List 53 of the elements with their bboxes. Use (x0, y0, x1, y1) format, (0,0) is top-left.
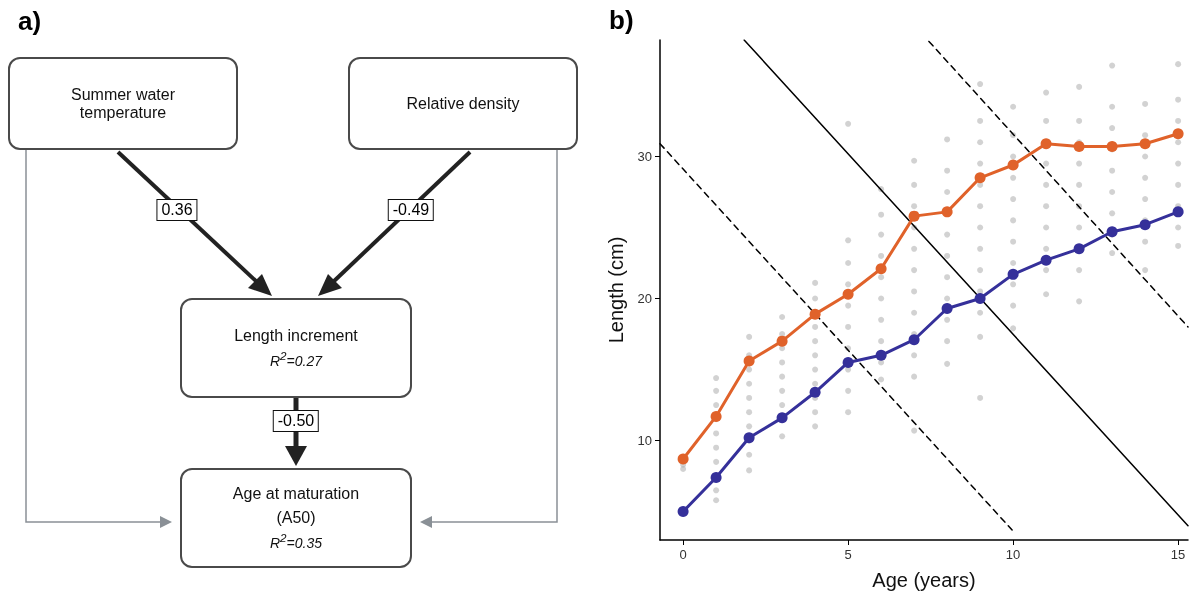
point (1172, 128, 1184, 140)
text: Relative density (406, 94, 520, 113)
point (743, 432, 755, 444)
text: -0.50 (272, 410, 320, 432)
text: a) (18, 6, 42, 37)
point (776, 335, 788, 347)
point (1172, 206, 1184, 218)
point (941, 302, 953, 314)
text: (A50) (276, 509, 316, 528)
point (1007, 268, 1019, 280)
point (974, 172, 986, 184)
point (1073, 243, 1085, 255)
x-tick-label: 10 (1005, 547, 1021, 562)
point (710, 472, 722, 483)
point (809, 386, 821, 398)
point (776, 412, 788, 424)
point (1139, 138, 1151, 150)
point (710, 410, 722, 422)
y-tick-label: 10 (637, 433, 652, 449)
point (908, 210, 920, 222)
text: -0.49 (387, 199, 435, 221)
point (908, 334, 920, 346)
point (974, 293, 986, 305)
point (875, 349, 887, 361)
point (875, 263, 887, 275)
y-tick-label: 30 (637, 148, 652, 164)
point (1106, 141, 1118, 153)
text: R$^{2}$=0.27 (269, 349, 323, 369)
point (809, 308, 821, 320)
text: R$^{2}$=0.35 (269, 531, 323, 551)
point (677, 506, 689, 518)
point (941, 206, 953, 218)
point (1007, 159, 1019, 171)
x-tick-label: 5 (844, 547, 852, 562)
point (1139, 219, 1151, 231)
point (1040, 138, 1052, 150)
point (1040, 254, 1052, 266)
point (842, 288, 854, 300)
text: Length increment (234, 327, 358, 346)
x-tick-label: 15 (1170, 547, 1186, 562)
point (1106, 226, 1118, 238)
point (743, 355, 755, 367)
point (842, 356, 854, 368)
point (677, 453, 689, 465)
x-axis-title: Age (years) (872, 569, 976, 591)
y-tick-label: 20 (637, 291, 652, 307)
x-tick-label: 0 (679, 547, 687, 562)
chart-title: b) (609, 5, 634, 35)
text: 0.36 (156, 199, 198, 221)
y-axis-title: Length (cm) (605, 236, 627, 344)
text: Age at maturation (232, 485, 360, 504)
text: Summer water temperature (70, 85, 176, 122)
point (1073, 141, 1085, 153)
